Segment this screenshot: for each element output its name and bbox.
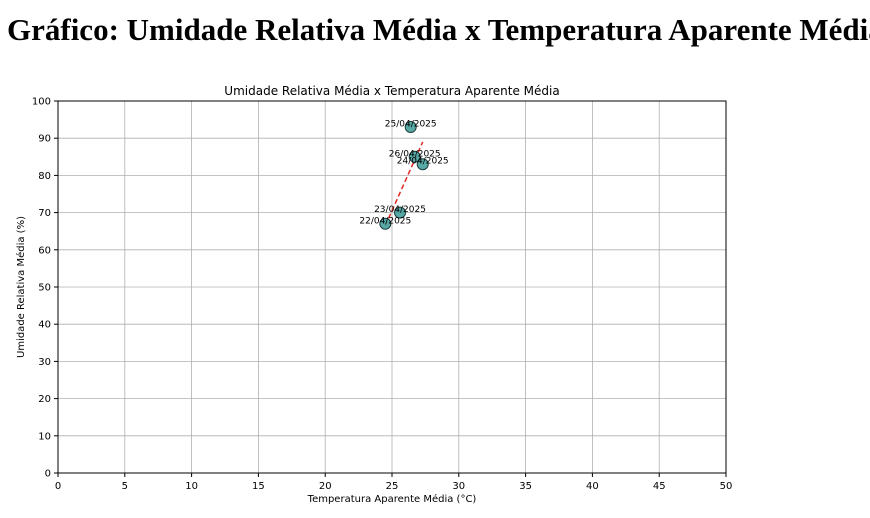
- data-point: [394, 206, 407, 219]
- page-heading: Gráfico: Umidade Relativa Média x Temper…: [7, 12, 870, 47]
- data-point-label: 22/04/2025: [359, 216, 411, 226]
- y-tick-label: 10: [38, 431, 51, 442]
- x-tick-label: 15: [252, 481, 265, 492]
- data-point-label: 25/04/2025: [385, 120, 437, 130]
- data-point: [379, 217, 392, 230]
- x-tick-label: 0: [55, 481, 61, 492]
- x-tick-label: 40: [586, 481, 599, 492]
- y-tick-label: 30: [38, 357, 51, 368]
- data-point: [408, 150, 421, 163]
- data-point-label: 24/04/2025: [397, 157, 449, 167]
- y-tick-label: 80: [38, 171, 51, 182]
- x-tick-label: 45: [653, 481, 666, 492]
- x-tick-label: 20: [319, 481, 332, 492]
- y-tick-label: 90: [38, 134, 51, 145]
- data-point: [416, 158, 429, 171]
- x-axis-label: Temperatura Aparente Média (°C): [307, 493, 477, 505]
- x-tick-label: 10: [185, 481, 198, 492]
- y-tick-label: 0: [45, 469, 51, 480]
- y-tick-label: 60: [38, 245, 51, 256]
- y-tick-label: 70: [38, 208, 51, 219]
- x-tick-label: 25: [386, 481, 399, 492]
- data-point-label: 23/04/2025: [374, 205, 426, 215]
- x-axis-ticks: 0 5 10 15 20 25 30 35 40 45 50: [55, 473, 733, 492]
- data-points: [379, 121, 429, 230]
- y-tick-label: 50: [38, 283, 51, 294]
- chart-title: Umidade Relativa Média x Temperatura Apa…: [224, 84, 559, 98]
- x-tick-label: 30: [452, 481, 465, 492]
- y-axis-label: Umidade Relativa Média (%): [15, 216, 27, 358]
- y-axis-ticks: 0 10 20 30 40 50 60 70 80 90 100: [32, 97, 58, 480]
- x-tick-label: 35: [519, 481, 532, 492]
- x-tick-label: 5: [122, 481, 128, 492]
- y-tick-label: 40: [38, 320, 51, 331]
- x-tick-label: 50: [720, 481, 733, 492]
- data-point: [404, 121, 417, 134]
- data-point-label: 26/04/2025: [389, 149, 441, 159]
- y-tick-label: 20: [38, 394, 51, 405]
- y-tick-label: 100: [32, 97, 51, 108]
